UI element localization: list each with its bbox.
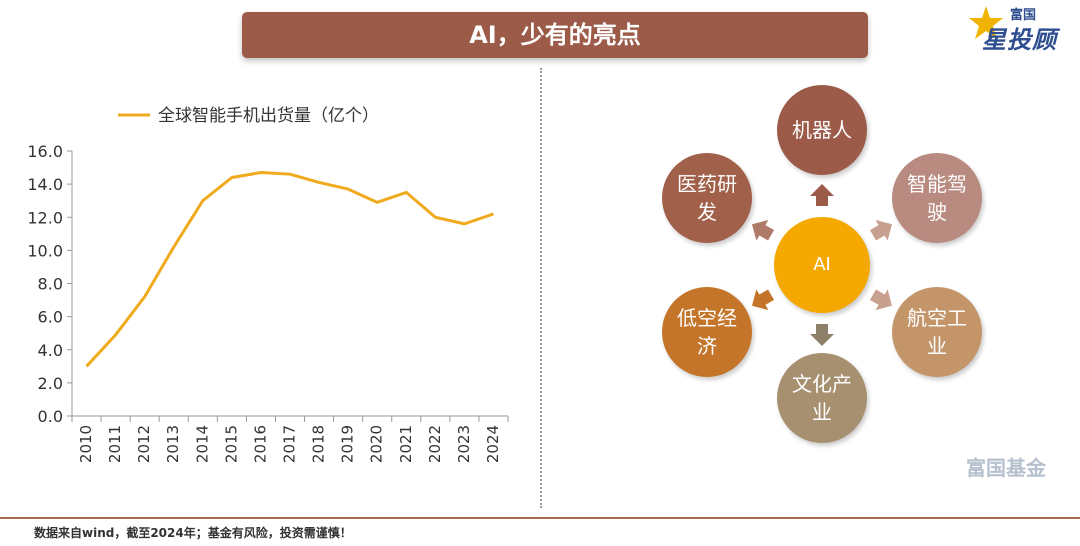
y-tick-label: 12.0 <box>27 208 63 227</box>
node-label: 航空工业 <box>907 306 967 358</box>
y-tick-label: 10.0 <box>27 241 63 260</box>
node-medical-rd: 医药研发 <box>662 153 752 243</box>
arrows <box>752 184 892 346</box>
y-tick-label: 16.0 <box>27 142 63 161</box>
x-tick-label: 2012 <box>135 425 153 463</box>
logo-top-text: 富国 <box>1010 8 1037 23</box>
y-tick-label: 4.0 <box>38 341 63 360</box>
arrow-to-aviation-industry <box>869 289 892 311</box>
divider <box>540 68 542 508</box>
node-low-altitude-economy: 低空经济 <box>662 287 752 377</box>
node-cultural-industry: 文化产业 <box>777 353 867 443</box>
y-tick-label: 6.0 <box>38 308 63 327</box>
x-tick-label: 2021 <box>397 425 415 463</box>
x-tick-label: 2011 <box>106 425 124 463</box>
footer-note: 数据来自wind，截至2024年；基金有风险，投资需谨慎！ <box>34 526 352 540</box>
x-tick-label: 2018 <box>310 425 328 463</box>
y-tick-label: 2.0 <box>38 374 63 393</box>
node-label: 低空经济 <box>677 306 737 358</box>
node-intelligent-driving: 智能驾驶 <box>892 153 982 243</box>
series-line <box>85 171 494 368</box>
legend-label: 全球智能手机出货量（亿个） <box>158 106 379 126</box>
page-title: AI，少有的亮点 <box>242 12 868 58</box>
arrow-to-medical-rd <box>752 219 775 241</box>
node-robotics: 机器人 <box>777 85 867 175</box>
ai-highlights-diagram: AI 机器人智能驾驶航空工业文化产业 低空经济 医药研发 <box>540 68 1080 517</box>
center-node-ai: AI <box>774 217 870 313</box>
x-tick-label: 2022 <box>426 425 444 463</box>
x-tick-label: 2010 <box>77 425 95 463</box>
node-label: 智能驾驶 <box>907 172 967 224</box>
x-tick-label: 2019 <box>339 425 357 463</box>
footer-line <box>0 517 1080 519</box>
smartphone-shipments-chart: 全球智能手机出货量（亿个） 0.0 2.0 4.0 6.0 8.0 10.0 12.0 14.0… <box>27 106 509 463</box>
y-tick-label: 14.0 <box>27 175 63 194</box>
star-icon <box>969 6 1003 39</box>
x-tick-label: 2020 <box>368 425 386 463</box>
node-label: 文化产业 <box>792 372 852 424</box>
x-tick-label: 2016 <box>251 425 269 463</box>
x-tick-label: 2014 <box>193 425 211 463</box>
x-tick-label: 2015 <box>222 425 240 463</box>
x-tick-label: 2024 <box>484 425 502 463</box>
arrow-to-cultural-industry <box>810 324 834 346</box>
y-tick-label: 0.0 <box>38 407 63 426</box>
logo-main-text: 星投顾 <box>982 26 1057 54</box>
x-tick-label: 2023 <box>455 425 473 463</box>
node-label: 机器人 <box>792 118 852 142</box>
node-aviation-industry: 航空工业 <box>892 287 982 377</box>
x-tick-label: 2013 <box>164 425 182 463</box>
node-label: 医药研发 <box>677 172 737 224</box>
x-tick-label: 2017 <box>281 425 299 463</box>
arrow-to-low-altitude-economy <box>752 289 775 311</box>
watermark: 富国基金 <box>966 456 1046 480</box>
arrow-to-robotics <box>810 184 834 206</box>
brand-logo: 富国 星投顾 <box>968 2 1076 54</box>
arrow-to-intelligent-driving <box>869 219 892 241</box>
y-tick-label: 8.0 <box>38 275 63 294</box>
footer: 数据来自wind，截至2024年；基金有风险，投资需谨慎！ <box>0 517 1080 546</box>
